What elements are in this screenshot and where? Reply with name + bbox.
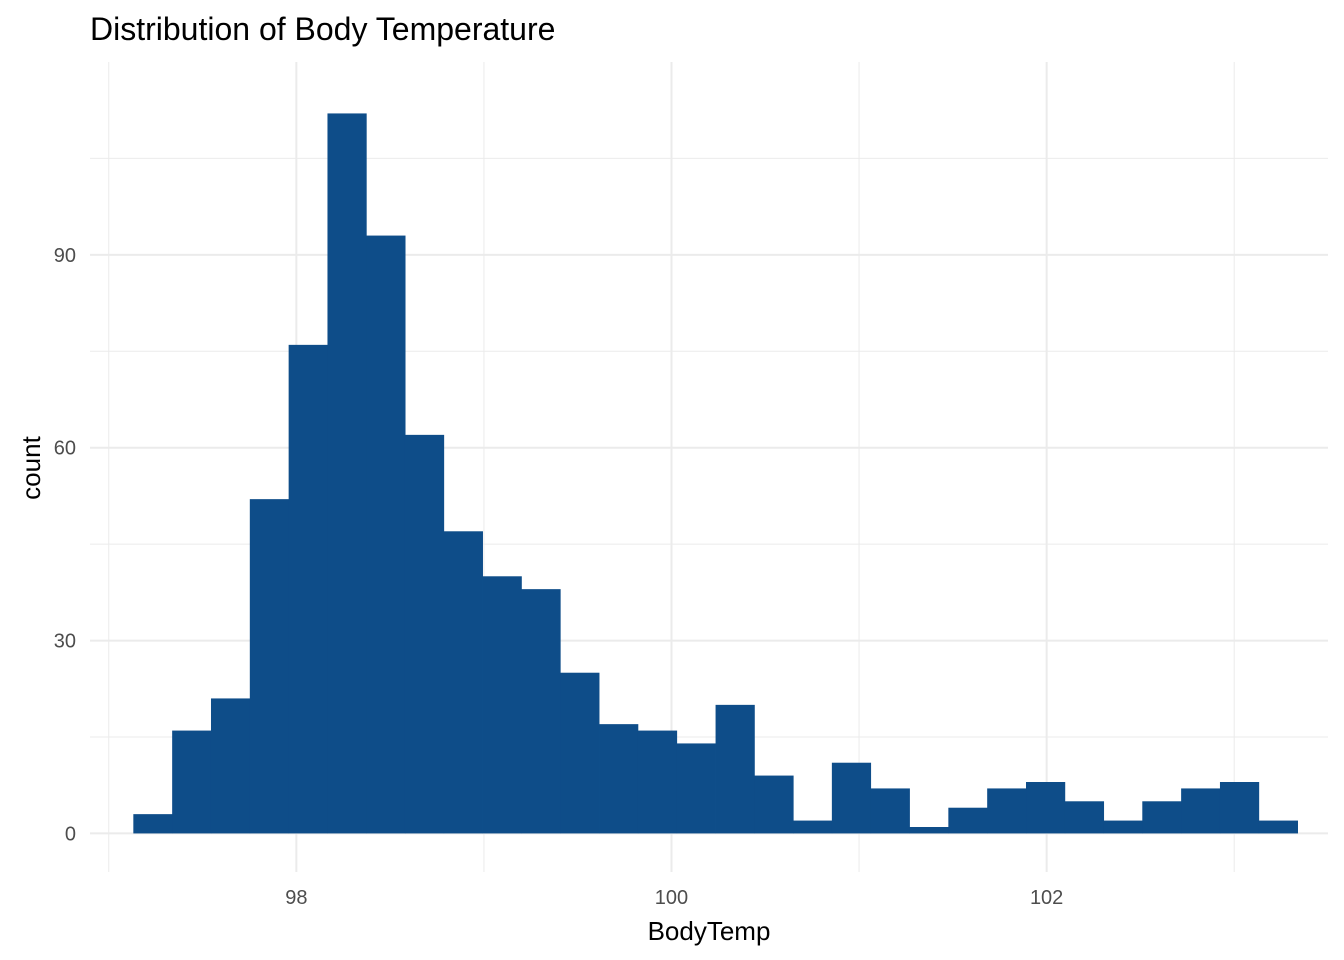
histogram-bar bbox=[1026, 782, 1066, 834]
histogram-bar bbox=[1103, 820, 1143, 834]
histogram-bar bbox=[404, 434, 445, 834]
histogram-bar bbox=[637, 730, 678, 834]
histogram-bar bbox=[715, 704, 755, 834]
histogram-bar bbox=[909, 827, 949, 834]
histogram-bar bbox=[1181, 788, 1221, 834]
histogram-bar bbox=[133, 814, 173, 834]
histogram-bar bbox=[443, 531, 483, 834]
x-axis-tick-labels: 98 100 102 bbox=[285, 887, 1063, 909]
histogram-bar bbox=[1142, 801, 1182, 834]
y-tick-label: 90 bbox=[54, 245, 76, 267]
histogram-bar bbox=[521, 589, 561, 834]
x-tick-label: 102 bbox=[1030, 887, 1063, 909]
histogram-bar bbox=[1064, 801, 1105, 834]
y-tick-label: 30 bbox=[54, 631, 76, 653]
histogram-bar bbox=[754, 775, 794, 834]
histogram-bar bbox=[560, 672, 600, 834]
histogram-bar bbox=[599, 724, 639, 834]
histogram-bar bbox=[482, 576, 522, 834]
chart-title: Distribution of Body Temperature bbox=[90, 11, 555, 47]
histogram-bar bbox=[831, 762, 872, 834]
histogram-bar bbox=[870, 788, 910, 834]
histogram-bar bbox=[793, 820, 833, 834]
y-tick-label: 60 bbox=[54, 438, 76, 460]
x-tick-label: 100 bbox=[655, 887, 688, 909]
histogram-bar bbox=[249, 499, 290, 834]
histogram-bar bbox=[948, 807, 988, 834]
histogram-bar bbox=[987, 788, 1027, 834]
x-axis-label: BodyTemp bbox=[648, 916, 771, 946]
histogram-bars bbox=[133, 113, 1298, 834]
histogram-bar bbox=[1258, 820, 1298, 834]
histogram-bar bbox=[172, 730, 212, 834]
y-axis-tick-labels: 0 30 60 90 bbox=[54, 245, 76, 846]
histogram-bar bbox=[366, 235, 406, 834]
histogram-bar bbox=[210, 698, 251, 834]
y-tick-label: 0 bbox=[65, 823, 76, 845]
histogram-bar bbox=[676, 743, 716, 834]
x-tick-label: 98 bbox=[285, 887, 307, 909]
histogram-bar bbox=[288, 344, 328, 834]
histogram-bar bbox=[327, 113, 367, 834]
histogram-bar bbox=[1219, 782, 1260, 834]
y-axis-label: count bbox=[16, 435, 46, 499]
